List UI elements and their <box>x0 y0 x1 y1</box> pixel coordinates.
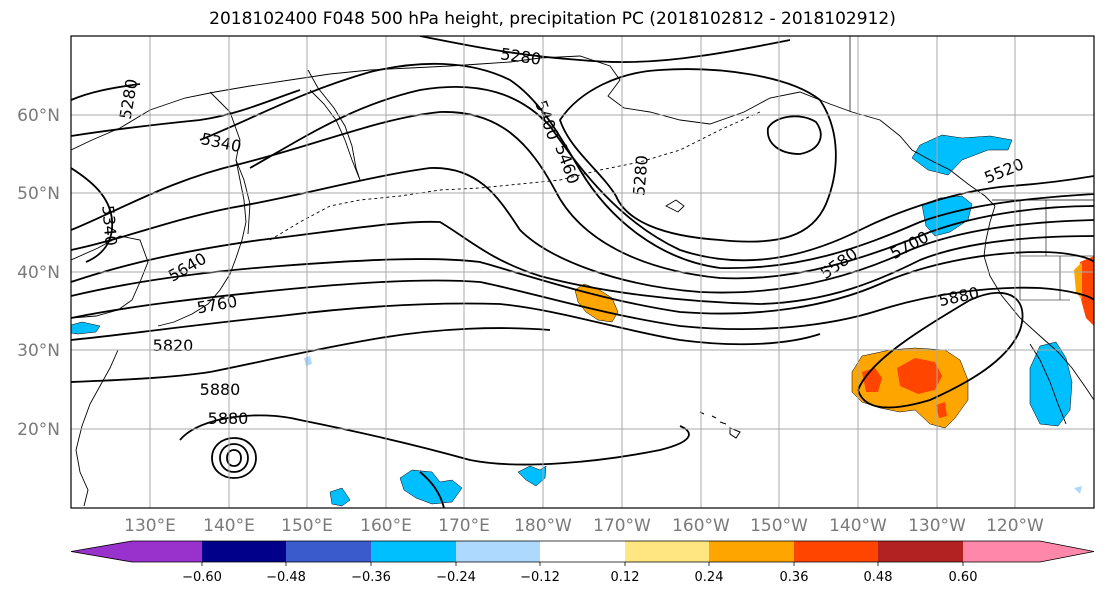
contour-5460 <box>199 62 1094 269</box>
contour-5580 <box>71 167 1094 294</box>
lon-label: 130°W <box>908 516 966 536</box>
lat-label: 20°N <box>17 420 60 440</box>
colorbar-segment <box>625 541 709 562</box>
colorbar-segment <box>540 541 625 562</box>
precip-negative-west-1 <box>399 469 463 505</box>
coast-asia-north <box>71 61 511 151</box>
contour-5820 <box>71 302 821 346</box>
lon-label: 140°W <box>829 516 887 536</box>
coast-japan <box>157 221 247 327</box>
coast-sakhalin <box>235 159 247 223</box>
coast-kamchatka <box>307 69 361 181</box>
contour-label: 5280 <box>629 154 651 196</box>
lon-label: 170°W <box>593 516 651 536</box>
colorbar-segment <box>794 541 878 562</box>
lon-label: 140°E <box>203 516 255 536</box>
contour-typhoon-mid <box>219 443 249 473</box>
contour-typhoon-inner <box>226 449 242 467</box>
lat-label: 40°N <box>17 263 60 283</box>
contour-5280-west <box>71 83 141 101</box>
colorbar-tick-label: 0.60 <box>949 570 978 585</box>
contour-inner-low <box>767 115 822 155</box>
contour-5340-left <box>71 167 113 263</box>
lon-label: 180°W <box>514 516 572 536</box>
contour-5280-north <box>419 36 791 63</box>
colorbar-tick-label: −0.60 <box>182 570 222 585</box>
coast-north-america-west <box>983 205 1094 401</box>
colorbar-outline <box>70 540 1095 563</box>
colorbar-tick-label: −0.48 <box>266 570 306 585</box>
colorbar-tick-label: 0.48 <box>864 570 893 585</box>
contour-5280-low <box>559 68 837 243</box>
colorbar-segment <box>371 541 456 562</box>
contour-label: 5340 <box>98 204 120 246</box>
lon-label: 160°W <box>672 516 730 536</box>
lat-label: 60°N <box>17 106 60 126</box>
graticule <box>71 36 1094 508</box>
lon-label: 150°W <box>750 516 808 536</box>
lon-label: 160°E <box>360 516 412 536</box>
lon-label: 150°E <box>281 516 333 536</box>
colorbar-segment <box>202 541 286 562</box>
contour-label: 5820 <box>153 336 194 355</box>
contour-5520 <box>71 111 1094 280</box>
map-title: 2018102400 F048 500 hPa height, precipit… <box>209 9 896 29</box>
precip-negative-japan <box>71 321 101 335</box>
map-frame <box>70 35 1095 509</box>
colorbar-tick-label: −0.24 <box>436 570 476 585</box>
contour-5400 <box>249 85 1094 262</box>
contour-5340-west <box>71 89 301 137</box>
coast-kuril-aleutian-chain <box>269 111 761 241</box>
lon-label: 130°E <box>124 516 176 536</box>
lat-label: 30°N <box>17 341 60 361</box>
contour-5640 <box>71 220 1094 305</box>
colorbar-segment <box>286 541 371 562</box>
coast-hawaii <box>699 411 741 439</box>
colorbar-tick-label: −0.36 <box>351 570 391 585</box>
latitude-labels: 60°N 50°N 40°N 30°N 20°N <box>17 106 60 440</box>
colorbar-extend-low <box>71 541 202 562</box>
colorbar-segment <box>709 541 794 562</box>
colorbar-tick-label: 0.12 <box>611 570 640 585</box>
contour-label: 5880 <box>208 409 249 428</box>
contour-5760 <box>71 279 1094 331</box>
lon-label: 170°E <box>438 516 490 536</box>
colorbar-segment <box>456 541 540 562</box>
colorbar: −0.60 −0.48 −0.36 −0.24 −0.12 0.12 0.24 0.36 0.4… <box>70 540 1095 585</box>
contour-5880-east-high <box>857 291 1024 409</box>
contour-typhoon-outer <box>211 437 257 479</box>
coast-ryukyu-taiwan <box>75 349 119 507</box>
colorbar-tick-label: −0.12 <box>520 570 560 585</box>
precip-negative-west-2 <box>329 487 351 507</box>
lon-label: 120°W <box>986 516 1044 536</box>
precip-strong-subtropical-east <box>862 358 947 418</box>
precip-negative-west-3 <box>517 465 547 487</box>
colorbar-segment <box>878 541 963 562</box>
contour-5880-mid <box>71 327 551 383</box>
colorbar-extend-high <box>963 541 1094 562</box>
contour-label: 5880 <box>200 380 241 399</box>
longitude-labels: 130°E 140°E 150°E 160°E 170°E 180°W 170°… <box>124 516 1044 536</box>
contour-5700 <box>71 251 1094 315</box>
contour-5880-loop <box>419 471 445 508</box>
height-contours <box>71 36 1094 508</box>
colorbar-tick-label: 0.24 <box>695 570 724 585</box>
coast-baja <box>1029 343 1067 425</box>
lat-label: 50°N <box>17 184 60 204</box>
precip-positive-west-coast <box>1080 256 1094 326</box>
colorbar-tick-label: 0.36 <box>780 570 809 585</box>
island-near-alaska <box>665 199 685 213</box>
border-us-states <box>1019 200 1094 301</box>
